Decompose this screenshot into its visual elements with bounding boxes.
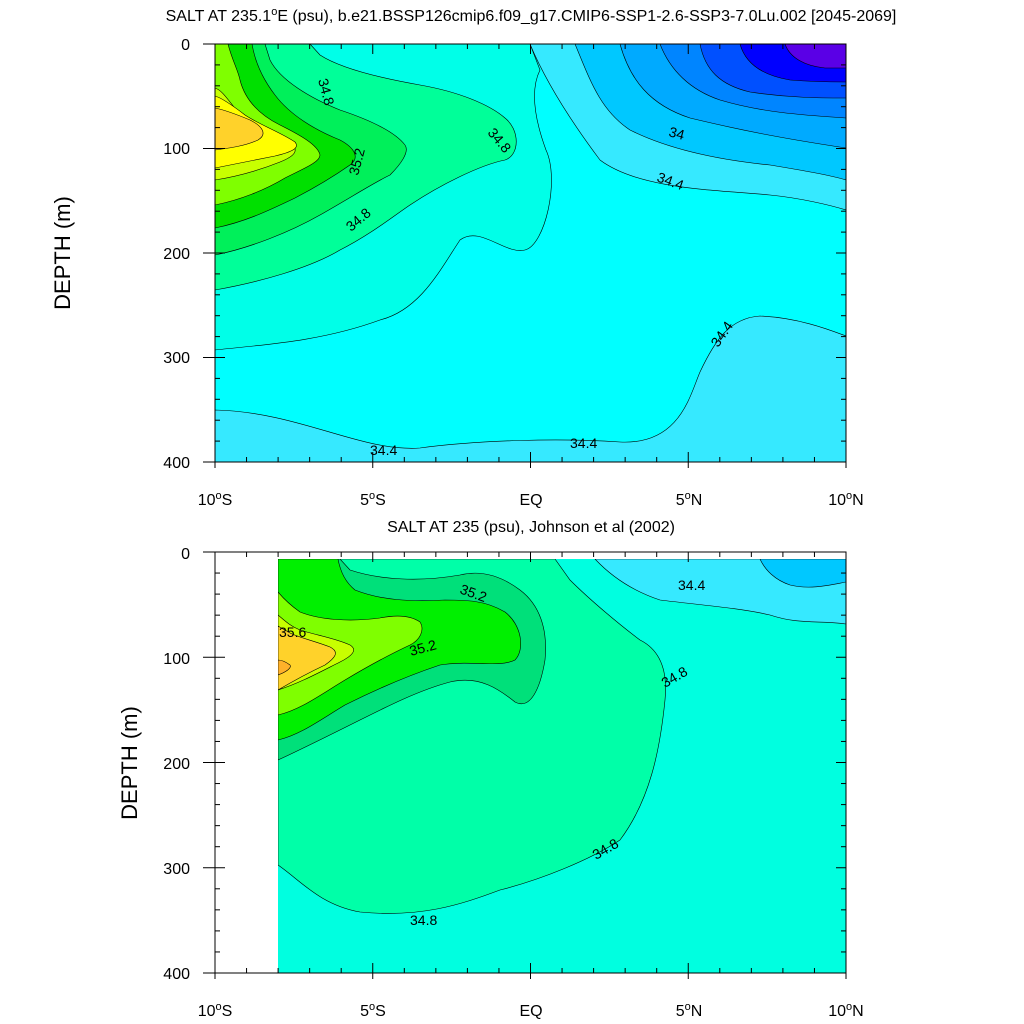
- bottom-x-tick-label: EQ: [519, 1003, 542, 1020]
- bottom-contour-fill: [214, 551, 847, 974]
- top-contour-label: 34.4: [570, 435, 597, 451]
- top-plot-title: SALT AT 235.1oE (psu), b.e21.BSSP126cmip…: [166, 6, 897, 25]
- top-x-tick-label: 10oN: [828, 490, 863, 509]
- top-contour-label: 34.4: [370, 442, 397, 458]
- bottom-y-tick-label: 100: [163, 651, 190, 668]
- top-region-35.8: [215, 107, 264, 151]
- top-panel: SALT AT 235.1oE (psu), b.e21.BSSP126cmip…: [50, 6, 896, 509]
- bottom-x-tick-label: 5oN: [676, 1001, 703, 1020]
- bottom-region-36.0: [278, 659, 291, 676]
- top-x-tick-label: 10oS: [198, 490, 233, 509]
- bottom-y-tick-label: 400: [163, 966, 190, 983]
- bottom-contour-label: 35.2: [408, 636, 439, 659]
- bottom-plot-title: SALT AT 235 (psu), Johnson et al (2002): [387, 519, 675, 536]
- top-x-tick-label: EQ: [519, 492, 542, 509]
- bottom-contour-label: 34.8: [410, 912, 437, 928]
- top-x-ticks: 10oS 5oS EQ 5oN 10oN: [198, 490, 864, 509]
- bottom-tick-marks: [203, 551, 847, 979]
- top-y-ticks: 0 100 200 300 400: [163, 37, 190, 472]
- bottom-region-34.2: [759, 559, 846, 588]
- top-y-tick-label: 200: [163, 246, 190, 263]
- top-tick-marks: [203, 43, 847, 468]
- bottom-region-35.8: [278, 625, 336, 691]
- top-x-tick-label: 5oN: [676, 490, 703, 509]
- bottom-x-tick-label: 5oS: [360, 1001, 386, 1020]
- top-y-tick-label: 400: [163, 455, 190, 472]
- top-contour-label: 35.2: [345, 146, 368, 177]
- top-y-tick-label: 300: [163, 350, 190, 367]
- bottom-y-axis-label: DEPTH (m): [117, 706, 142, 820]
- top-region-deep-34.0: [215, 315, 846, 462]
- top-y-axis-label: DEPTH (m): [50, 196, 75, 310]
- bottom-y-tick-label: 300: [163, 861, 190, 878]
- bottom-x-ticks: 10oS 5oS EQ 5oN 10oN: [198, 1001, 864, 1020]
- bottom-y-ticks: 0 100 200 300 400: [163, 546, 190, 983]
- top-contour-label: 34.8: [315, 77, 338, 108]
- top-contour-fill: [214, 43, 847, 463]
- bottom-y-tick-label: 0: [181, 546, 190, 563]
- top-y-tick-label: 100: [163, 141, 190, 158]
- top-contour-labels: 34.8 34.8 35.2 34.8 34 34.4 34.4 34.4 34…: [315, 77, 736, 458]
- bottom-x-tick-label: 10oN: [828, 1001, 863, 1020]
- bottom-contour-labels: 35.6 35.2 35.2 34.4 34.8 34.8 34.8: [279, 577, 705, 928]
- bottom-y-tick-label: 200: [163, 756, 190, 773]
- top-contour-label: 34: [667, 123, 686, 143]
- top-region-32.6: [784, 44, 846, 69]
- top-y-tick-label: 0: [181, 37, 190, 54]
- bottom-contour-label: 34.4: [678, 577, 705, 593]
- bottom-panel: SALT AT 235 (psu), Johnson et al (2002) …: [117, 519, 864, 1020]
- bottom-x-tick-label: 10oS: [198, 1001, 233, 1020]
- bottom-contour-label: 35.6: [279, 624, 306, 640]
- top-x-tick-label: 5oS: [360, 490, 386, 509]
